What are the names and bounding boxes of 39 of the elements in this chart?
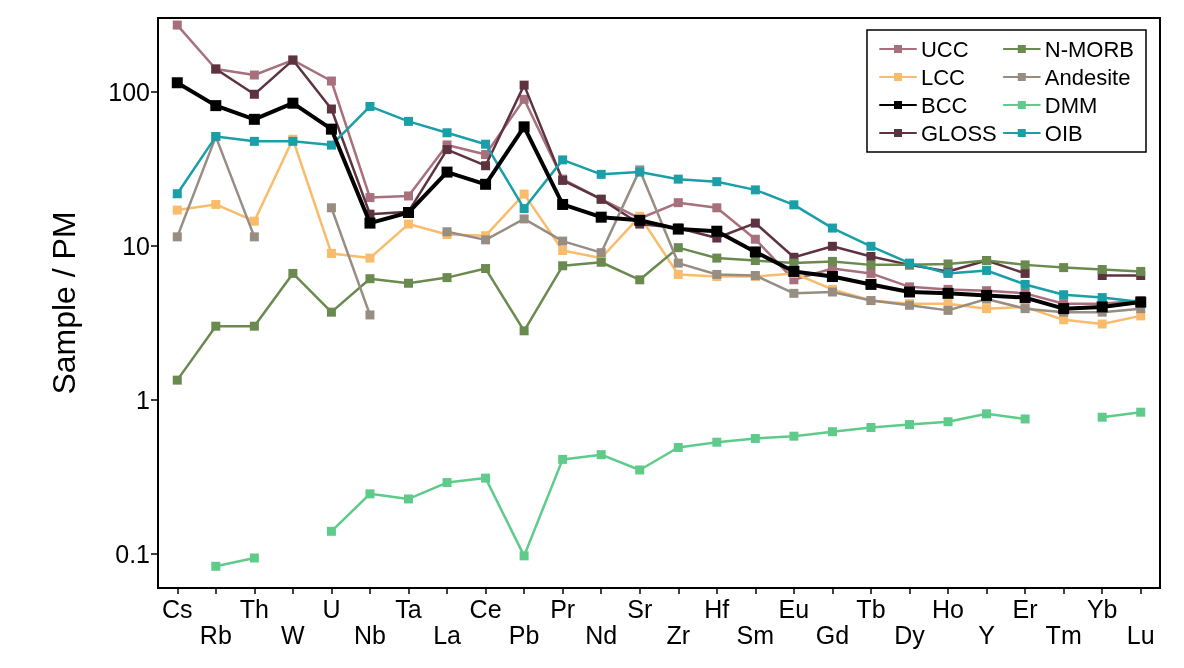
y-tick-label: 10 bbox=[122, 231, 150, 260]
y-tick-label: 0.1 bbox=[115, 539, 150, 568]
x-tick-label: W bbox=[281, 621, 306, 649]
x-tick-label: Nb bbox=[353, 621, 386, 649]
legend-label: Andesite bbox=[1044, 64, 1131, 90]
x-tick-label: Tm bbox=[1045, 621, 1082, 649]
legend-label: UCC bbox=[920, 36, 969, 62]
x-tick-label: Th bbox=[239, 595, 269, 623]
legend-label: DMM bbox=[1044, 92, 1098, 118]
x-tick-label: U bbox=[322, 595, 341, 623]
x-tick-label: Y bbox=[978, 621, 996, 649]
y-tick-label: 100 bbox=[108, 77, 150, 106]
x-tick-label: La bbox=[433, 621, 462, 649]
legend-label: LCC bbox=[920, 64, 966, 90]
x-tick-label: Pr bbox=[550, 595, 576, 623]
x-tick-label: Eu bbox=[778, 595, 810, 623]
x-tick-label: Ho bbox=[932, 595, 965, 623]
x-tick-label: Rb bbox=[199, 621, 232, 649]
x-tick-label: Er bbox=[1012, 595, 1038, 623]
x-tick-label: Lu bbox=[1126, 621, 1155, 649]
y-axis-title: Sample / PM bbox=[46, 211, 82, 395]
y-tick-label: 1 bbox=[136, 385, 150, 414]
x-tick-label: Dy bbox=[894, 621, 926, 649]
x-tick-label: Tb bbox=[856, 595, 886, 623]
x-tick-label: Pb bbox=[508, 621, 540, 649]
legend-label: N-MORB bbox=[1044, 36, 1134, 62]
x-tick-label: Yb bbox=[1086, 595, 1118, 623]
x-tick-label: Sr bbox=[627, 595, 653, 623]
x-tick-label: Ta bbox=[395, 595, 422, 623]
x-tick-label: Cs bbox=[161, 595, 193, 623]
x-tick-label: Gd bbox=[815, 621, 850, 649]
x-tick-label: Hf bbox=[704, 595, 730, 623]
legend-label: GLOSS bbox=[920, 120, 997, 146]
x-tick-label: Sm bbox=[736, 621, 775, 649]
legend-label: OIB bbox=[1044, 120, 1083, 146]
legend-label: BCC bbox=[920, 92, 968, 118]
x-tick-label: Zr bbox=[666, 621, 691, 649]
x-tick-label: Nd bbox=[585, 621, 618, 649]
x-tick-label: Ce bbox=[469, 595, 502, 623]
